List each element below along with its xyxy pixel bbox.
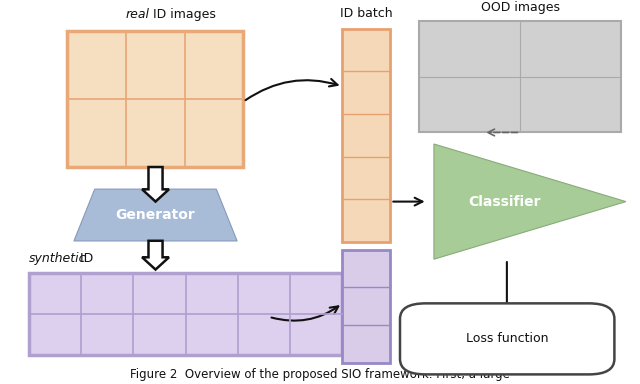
Text: ID images: ID images [149,8,216,21]
Text: ID batch: ID batch [340,7,393,20]
FancyBboxPatch shape [419,21,621,132]
Text: Figure 2  Overview of the proposed SIO framework. First, a large: Figure 2 Overview of the proposed SIO fr… [130,368,510,381]
Polygon shape [142,241,169,270]
Polygon shape [434,144,626,259]
FancyBboxPatch shape [29,273,342,355]
FancyBboxPatch shape [342,250,390,363]
Polygon shape [142,167,169,202]
Text: synthetic: synthetic [29,252,86,265]
Text: OOD images: OOD images [481,1,560,14]
FancyBboxPatch shape [400,303,614,374]
Text: Loss function: Loss function [466,333,548,345]
Text: real: real [125,8,149,21]
FancyBboxPatch shape [342,29,390,242]
Text: Classifier: Classifier [468,195,541,209]
Text: ID: ID [76,252,93,265]
Text: Generator: Generator [116,208,195,222]
Polygon shape [74,189,237,241]
FancyBboxPatch shape [67,31,243,167]
